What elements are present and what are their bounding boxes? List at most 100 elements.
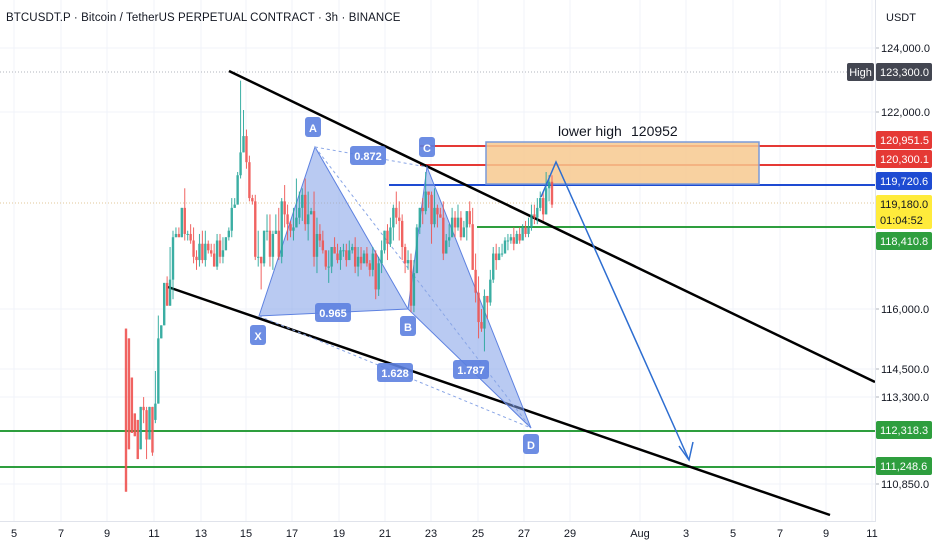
candle-body <box>283 201 286 215</box>
price-tag: 120,300.1 <box>876 150 932 168</box>
candle <box>395 191 398 225</box>
ratio-label: 0.872 <box>350 146 386 165</box>
ratio-label: 0.965 <box>315 303 351 322</box>
candle-body <box>315 233 319 257</box>
pattern-point-label: X <box>250 325 266 345</box>
candle-body <box>398 217 401 221</box>
candle-body <box>174 233 178 238</box>
candle-body <box>392 207 395 228</box>
pattern-point-label: B <box>400 316 416 336</box>
candle <box>480 309 483 332</box>
channel-line <box>167 285 831 517</box>
candle <box>398 201 401 241</box>
price-tag-box <box>876 172 932 190</box>
price-tag-label: High <box>849 67 872 79</box>
candle <box>509 233 513 244</box>
candle <box>500 243 504 257</box>
candle <box>374 250 377 300</box>
projection-arrow[interactable] <box>540 160 694 462</box>
zone-value: 120952 <box>631 123 678 139</box>
candle-body <box>433 207 436 225</box>
candle <box>168 247 172 306</box>
time-tick-label: 11 <box>148 528 159 540</box>
candle-body <box>262 230 266 264</box>
pattern-point-text: D <box>527 440 535 452</box>
descending-channel[interactable] <box>167 69 876 517</box>
candle <box>198 233 201 267</box>
candle <box>174 227 178 238</box>
candle <box>257 230 260 267</box>
candle <box>248 155 251 202</box>
candle-body <box>274 230 278 234</box>
price-tag-value: 119,720.6 <box>880 176 928 188</box>
candle-body <box>192 240 195 257</box>
candle-body <box>207 243 210 251</box>
price-tag: 111,248.6 <box>876 457 932 475</box>
candle-body <box>351 247 354 251</box>
candle <box>439 207 442 218</box>
candle <box>462 220 466 238</box>
candle <box>530 204 533 231</box>
candle <box>221 237 225 264</box>
candle <box>544 171 548 215</box>
candle <box>400 214 404 261</box>
candle <box>154 370 157 424</box>
zone-rect <box>485 141 760 185</box>
candle <box>286 204 289 241</box>
time-axis[interactable]: 5 7 9 11 13 15 17 19 21 23 25 27 29 Aug 3 5 7 9 11 <box>11 528 878 540</box>
candle-body <box>227 230 231 238</box>
time-tick-label: 5 <box>730 528 736 540</box>
candle <box>489 269 492 306</box>
candle <box>186 230 189 241</box>
candle <box>442 201 445 261</box>
candle-body <box>195 256 198 261</box>
price-tag-value: 120,951.5 <box>880 135 929 147</box>
candle-body <box>345 250 348 261</box>
candle <box>521 224 524 241</box>
candle-body <box>468 211 471 225</box>
candle-body <box>186 233 189 235</box>
time-tick-label: 7 <box>777 528 783 540</box>
price-tick-label: 124,000.0 <box>881 43 930 55</box>
candle-body <box>371 253 374 270</box>
price-axis[interactable]: 124,000.0 122,000.0 116,000.0 114,500.0 113,… <box>875 43 930 491</box>
candle-body <box>230 207 233 231</box>
candle-body <box>289 224 292 231</box>
pattern-point-text: A <box>309 123 317 135</box>
candle <box>315 217 319 274</box>
candle-body <box>550 181 554 205</box>
candle <box>236 171 239 205</box>
candle-body <box>436 207 439 215</box>
candle <box>486 295 489 319</box>
candle-body <box>486 295 489 303</box>
candle-body <box>321 240 325 251</box>
pattern-ratio-line <box>314 146 532 429</box>
price-axis-border <box>875 0 876 522</box>
candle <box>283 185 286 228</box>
candle <box>262 230 266 267</box>
ratio-box <box>453 360 489 379</box>
price-tag-value: 118,410.8 <box>880 236 928 248</box>
candle-body <box>151 406 154 453</box>
candle <box>445 233 448 254</box>
harmonic-pattern[interactable] <box>258 145 532 429</box>
candle-body <box>480 322 483 329</box>
candle <box>242 109 245 153</box>
candle-body <box>430 194 433 225</box>
candle-body <box>127 338 131 450</box>
candle-body <box>177 233 181 238</box>
time-tick-label: 19 <box>333 528 345 540</box>
candle <box>380 240 383 274</box>
candle <box>550 175 554 208</box>
candle <box>201 230 204 264</box>
candle <box>251 194 254 205</box>
resistance-zone[interactable]: lower high 120952 <box>485 123 760 185</box>
price-tag-box <box>876 232 932 250</box>
candle-body <box>145 410 148 440</box>
candle <box>239 80 242 179</box>
candle <box>133 413 137 437</box>
price-tag: 119,180.0 01:04:52 <box>876 195 932 229</box>
candle-body <box>259 256 263 264</box>
candle <box>259 256 263 290</box>
